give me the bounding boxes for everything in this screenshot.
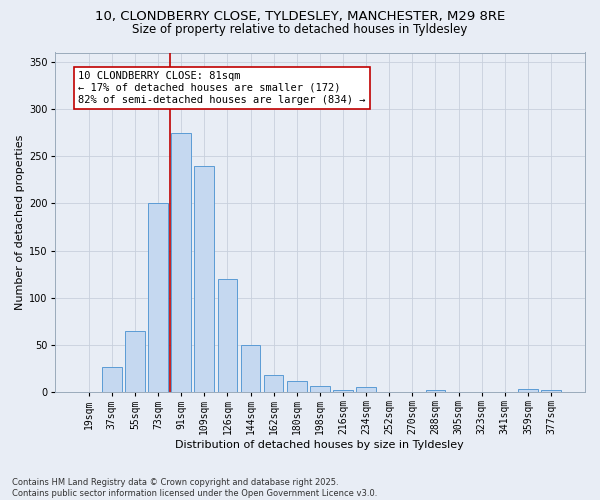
Text: 10 CLONDBERRY CLOSE: 81sqm
← 17% of detached houses are smaller (172)
82% of sem: 10 CLONDBERRY CLOSE: 81sqm ← 17% of deta… xyxy=(78,72,366,104)
Bar xyxy=(194,166,214,392)
Bar xyxy=(172,132,191,392)
Bar xyxy=(518,390,538,392)
Bar xyxy=(287,381,307,392)
Bar xyxy=(148,204,168,392)
Y-axis label: Number of detached properties: Number of detached properties xyxy=(15,134,25,310)
Bar xyxy=(333,390,353,392)
Bar xyxy=(102,367,122,392)
Text: Contains HM Land Registry data © Crown copyright and database right 2025.
Contai: Contains HM Land Registry data © Crown c… xyxy=(12,478,377,498)
Text: Size of property relative to detached houses in Tyldesley: Size of property relative to detached ho… xyxy=(133,22,467,36)
Bar xyxy=(218,279,237,392)
Bar xyxy=(425,390,445,392)
X-axis label: Distribution of detached houses by size in Tyldesley: Distribution of detached houses by size … xyxy=(175,440,464,450)
Text: 10, CLONDBERRY CLOSE, TYLDESLEY, MANCHESTER, M29 8RE: 10, CLONDBERRY CLOSE, TYLDESLEY, MANCHES… xyxy=(95,10,505,23)
Bar xyxy=(264,376,283,392)
Bar xyxy=(241,345,260,392)
Bar xyxy=(541,390,561,392)
Bar xyxy=(310,386,329,392)
Bar xyxy=(356,386,376,392)
Bar xyxy=(125,331,145,392)
